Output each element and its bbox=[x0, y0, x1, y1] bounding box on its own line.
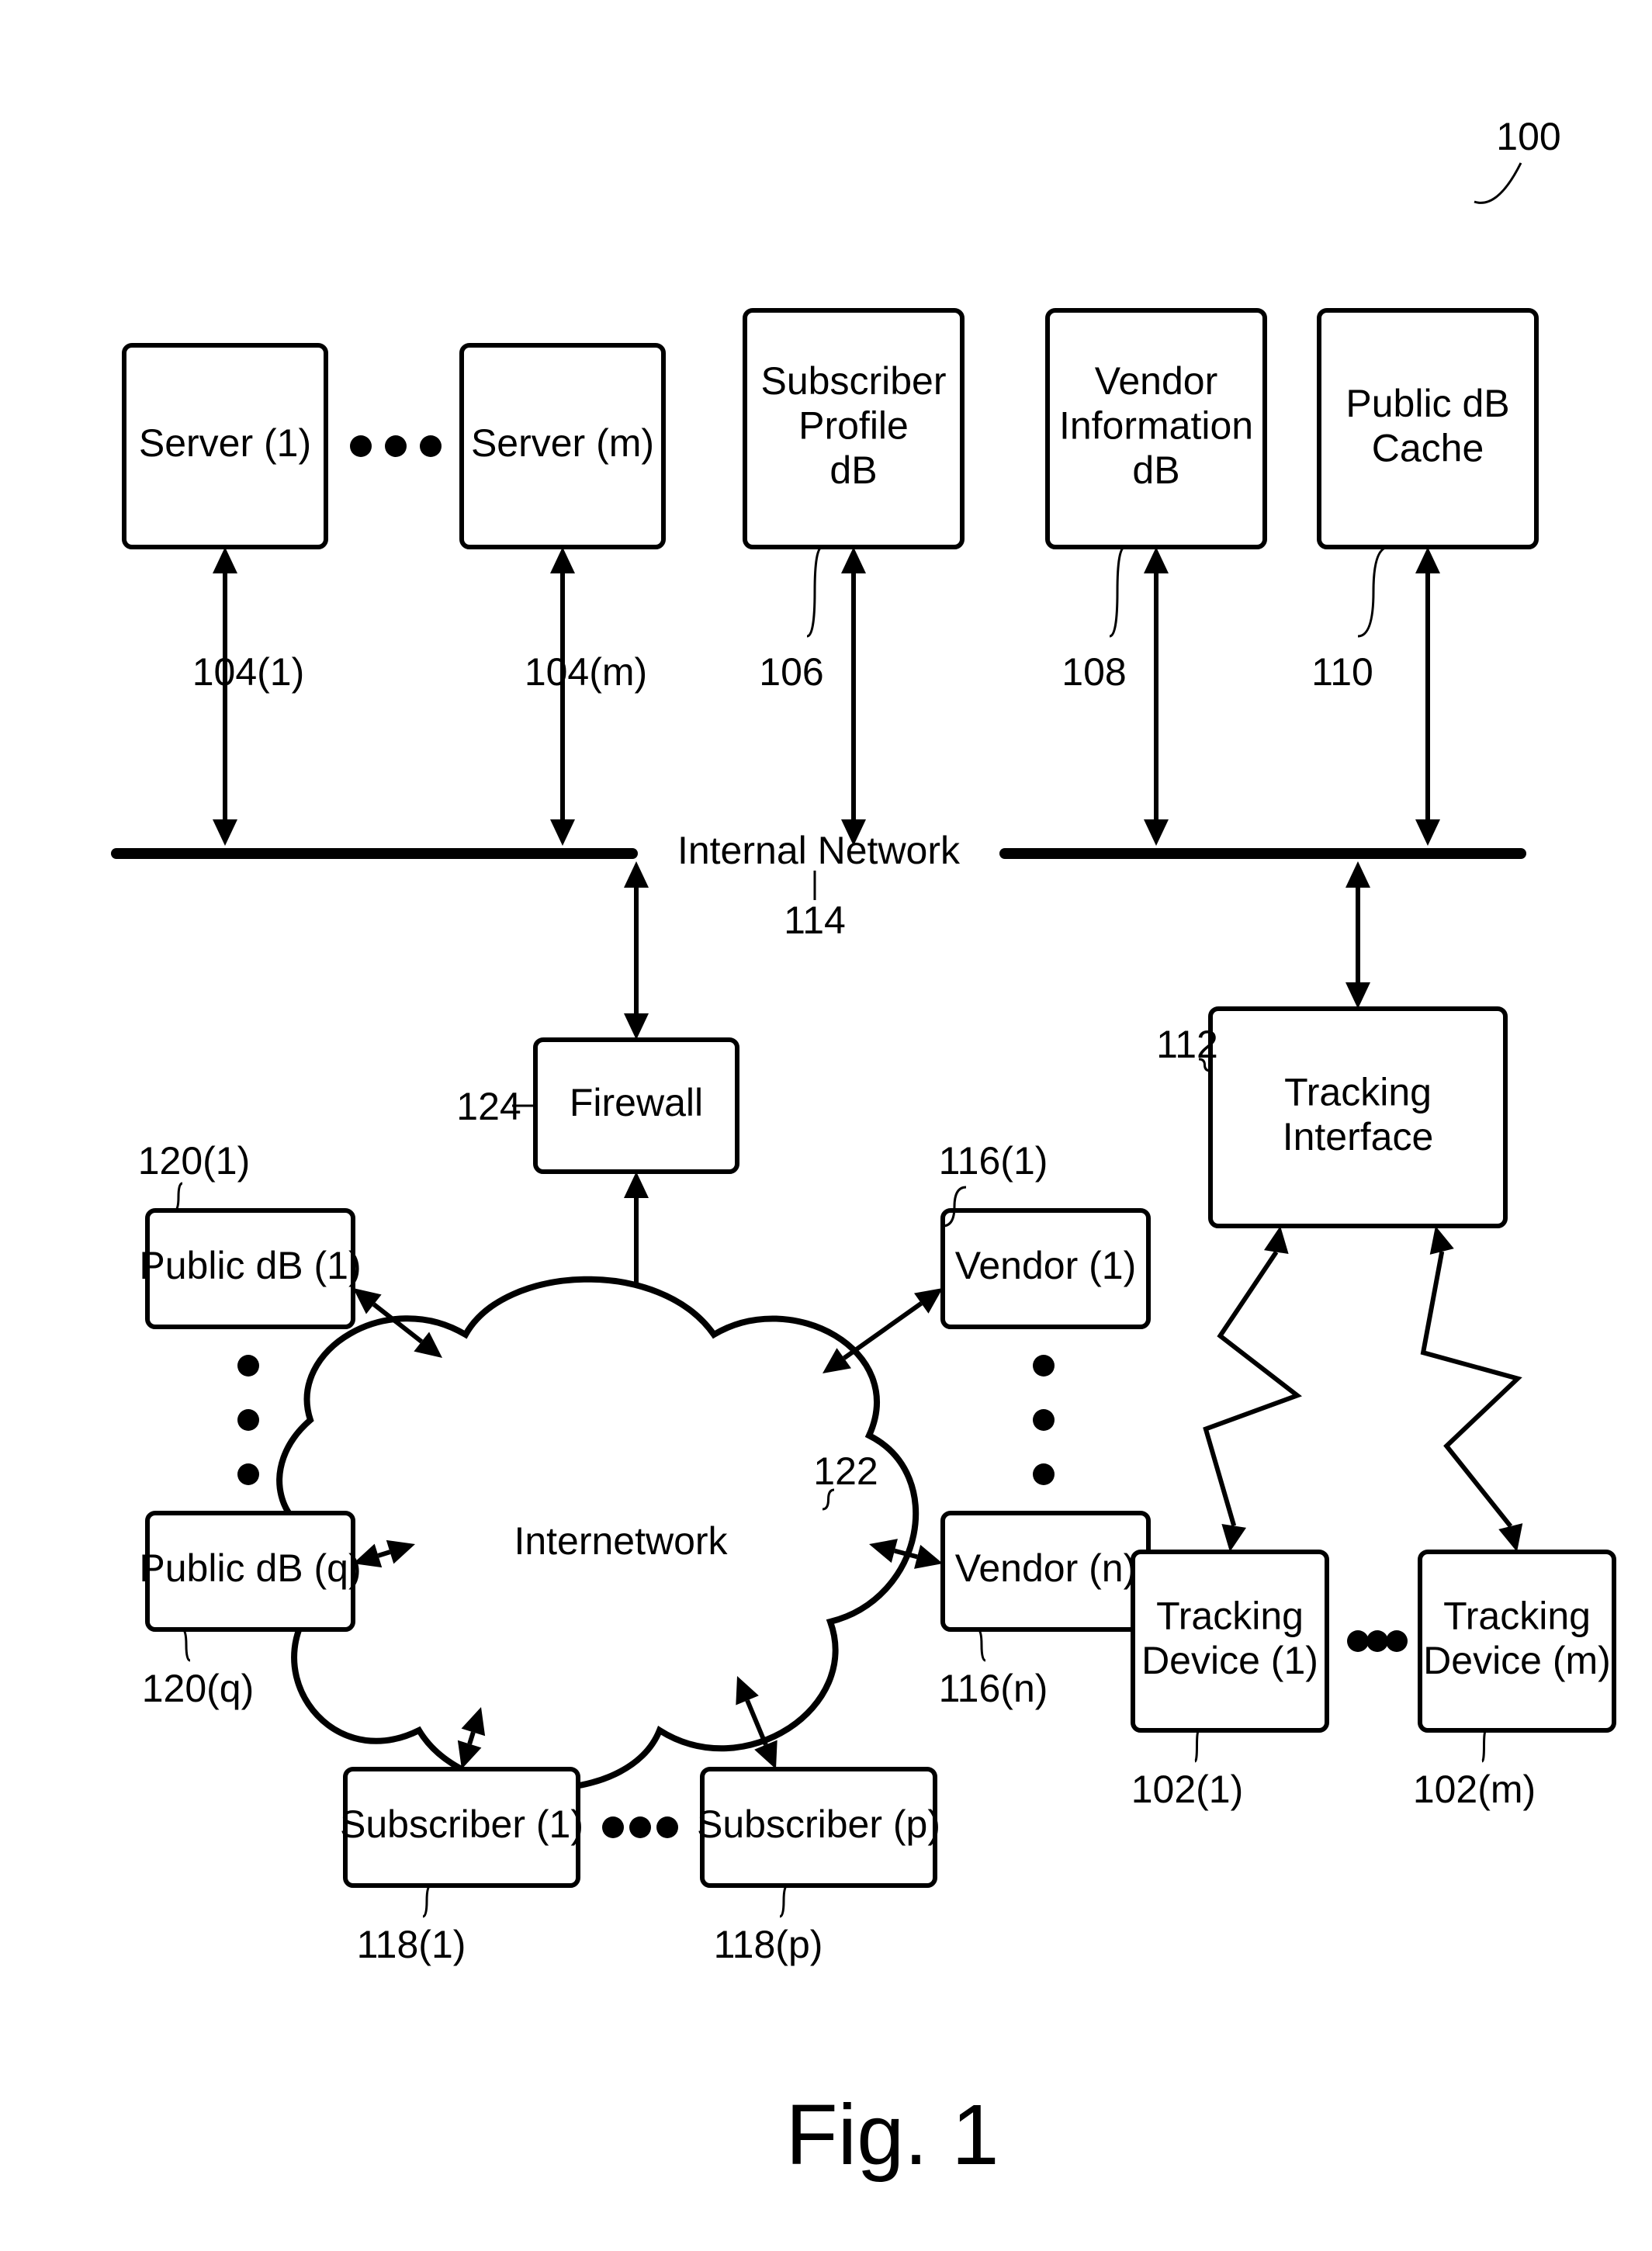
vendinfo-label: Information bbox=[1059, 404, 1253, 448]
tdm-label: Tracking bbox=[1443, 1594, 1591, 1637]
svg-text:102(1): 102(1) bbox=[1131, 1768, 1244, 1811]
svg-text:116(1): 116(1) bbox=[939, 1139, 1048, 1183]
vendinfo-label: dB bbox=[1132, 448, 1179, 492]
svg-text:118(1): 118(1) bbox=[357, 1923, 466, 1966]
svg-text:118(p): 118(p) bbox=[714, 1923, 823, 1966]
subprof-label: Profile bbox=[798, 404, 909, 448]
vendorN-label: Vendor (n) bbox=[955, 1546, 1136, 1590]
td1-label: Tracking bbox=[1156, 1594, 1304, 1637]
svg-text:106: 106 bbox=[759, 650, 823, 694]
subprof-label: dB bbox=[829, 448, 877, 492]
pubdbQ-label: Public dB (q) bbox=[139, 1546, 361, 1590]
svg-text:120(q): 120(q) bbox=[142, 1667, 255, 1710]
svg-text:100: 100 bbox=[1496, 115, 1560, 158]
svg-text:116(n): 116(n) bbox=[939, 1667, 1048, 1710]
pubcache-label: Cache bbox=[1372, 426, 1484, 469]
svg-text:112: 112 bbox=[1156, 1023, 1218, 1066]
svg-text:114: 114 bbox=[784, 899, 846, 942]
serverM-label: Server (m) bbox=[471, 421, 654, 465]
trackif-label: Interface bbox=[1283, 1115, 1434, 1158]
sub1-label: Subscriber (1) bbox=[340, 1803, 584, 1846]
trackif-label: Tracking bbox=[1284, 1070, 1432, 1113]
subprof-label: Subscriber bbox=[761, 359, 947, 403]
tdm-label: Device (m) bbox=[1423, 1639, 1611, 1682]
svg-text:120(1): 120(1) bbox=[138, 1139, 251, 1183]
firewall-label: Firewall bbox=[570, 1081, 703, 1124]
internal-network-label: Internal Network bbox=[677, 829, 961, 872]
figure-label: Fig. 1 bbox=[785, 2087, 999, 2183]
svg-text:104(1): 104(1) bbox=[192, 650, 305, 694]
svg-text:102(m): 102(m) bbox=[1413, 1768, 1536, 1811]
subP-label: Subscriber (p) bbox=[697, 1803, 940, 1846]
vendor1-label: Vendor (1) bbox=[955, 1244, 1136, 1287]
internetwork-label: Internetwork bbox=[514, 1519, 728, 1563]
svg-text:124: 124 bbox=[456, 1085, 521, 1128]
server1-label: Server (1) bbox=[139, 421, 311, 465]
svg-text:110: 110 bbox=[1311, 650, 1373, 694]
svg-text:108: 108 bbox=[1062, 650, 1126, 694]
svg-text:122: 122 bbox=[813, 1449, 878, 1493]
pubcache-label: Public dB bbox=[1345, 382, 1509, 425]
svg-text:104(m): 104(m) bbox=[525, 650, 647, 694]
pubdb1-label: Public dB (1) bbox=[139, 1244, 361, 1287]
td1-label: Device (1) bbox=[1141, 1639, 1318, 1682]
vendinfo-label: Vendor bbox=[1095, 359, 1217, 403]
